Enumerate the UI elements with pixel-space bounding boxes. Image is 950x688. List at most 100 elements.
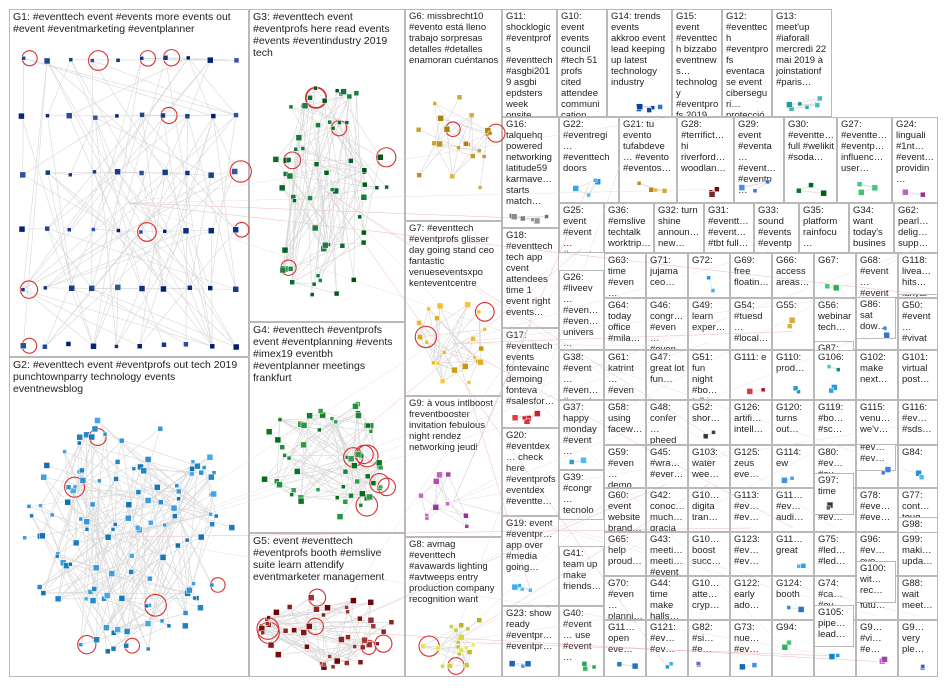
group-box-g107[interactable]: G10… boost succ… [688,532,730,576]
group-box-g112[interactable]: G11… #ev… audi… [772,488,814,532]
group-box-g32[interactable]: G32: turn shine announ… new… [654,203,704,253]
group-box-g52[interactable]: G52: shor… [688,400,730,445]
group-box-g23[interactable]: G23: show ready #eventpr… #eventpr… [502,606,559,677]
group-box-g71[interactable]: G71: jujama ceo… [646,253,688,298]
group-box-g13[interactable]: G13: meet'up #iaforall mercredi 22 mai 2… [772,9,832,117]
group-box-g59[interactable]: G59: #even… demo #bran… [604,445,646,488]
group-box-g118[interactable]: G118: livea… hits… [898,253,938,295]
group-box-g121[interactable]: G121: #ev… #ev… [646,620,688,677]
group-box-g45[interactable]: G45: #wra… #ever… … [646,445,688,488]
group-box-g61[interactable]: G61: katrint… #even… [604,350,646,400]
group-box-g86[interactable]: G86: sat dow… [856,297,896,339]
group-box-g68[interactable]: G68: #event… #event… [856,253,898,298]
group-box-g104[interactable]: G10… digita tran… [688,488,730,532]
group-box-g14[interactable]: G14: trends events akkroo event lead kee… [607,9,672,117]
group-box-g5[interactable]: G5: event #eventtech #eventprofs booth #… [249,533,405,677]
group-box-g35[interactable]: G35: platform rainfocu… many… [799,203,849,253]
group-box-g29[interactable]: G29: event #eventa… #event… #eventp… [734,117,784,203]
group-box-g46[interactable]: G46: congr… #even… #even… [646,298,688,350]
group-box-g49[interactable]: G49: learn exper… [688,298,730,350]
group-box-g109[interactable]: G11… open eve… [604,620,646,677]
group-box-g15[interactable]: G15: event #eventtech bizzabo eventnews…… [672,9,722,117]
group-box-g66[interactable]: G66: access areas… [772,253,814,298]
group-box-g28[interactable]: G28: #terrifict… hi riverford… woodlan… [677,117,734,203]
group-box-g110[interactable]: G110: prod… [772,350,814,400]
group-box-g105[interactable]: G105: pipe… lead… [814,605,854,647]
group-box-g25[interactable]: G25: event #event… #event… [559,203,604,253]
group-box-g120[interactable]: G120: turns out… [772,400,814,445]
group-box-g69[interactable]: G69: free floatin… [730,253,772,298]
group-box-g51[interactable]: G51: fun night #bo… talki… [688,350,730,400]
group-box-g6[interactable]: G6: missbrecht10 #evento está lleno trab… [405,9,502,221]
group-box-g1[interactable]: G1: #eventtech event #events more events… [9,9,249,357]
group-box-g99[interactable]: G99: maki… upda… [898,532,938,576]
group-box-g54[interactable]: G54: #tuesd… #local… [730,298,772,350]
group-box-g38[interactable]: G38: #event… #even… #event… [559,350,604,400]
group-box-g106[interactable]: G106: [814,350,856,400]
group-box-g34[interactable]: G34: want today's busines… [849,203,894,253]
group-box-g102[interactable]: G102: make next… [856,350,898,400]
group-box-g7[interactable]: G7: #eventtech #eventprofs glisser day g… [405,221,502,396]
group-box-g123[interactable]: G123: #ev… #ev… [730,532,772,576]
group-box-g43[interactable]: G43: meeti… meeti… #event… [646,532,688,576]
group-box-g11[interactable]: G11: shocklogic #eventprofs #eventtech #… [502,9,557,117]
group-box-g82[interactable]: G82: #si… #e… [688,620,730,677]
group-box-g33[interactable]: G33: sound #events #eventp… [754,203,799,253]
group-box-g48[interactable]: G48: confer… pheed… live… [646,400,688,445]
group-box-g124[interactable]: G124: booth [772,576,814,620]
group-box-g100[interactable]: G100: wit… rec… [856,561,896,603]
group-box-g19[interactable]: G19: event #eventpr… app over #media goi… [502,516,559,606]
group-box-g55[interactable]: G55: [772,298,814,350]
group-box-g36[interactable]: G36: #emslive techtalk worktrip… [604,203,654,253]
group-box-g22[interactable]: G22: #eventregi… #eventtech doors [559,117,619,203]
group-box-g8[interactable]: G8: avmag #eventtech #avawards lighting … [405,537,502,677]
group-box-g41[interactable]: G41: team up make friends… [559,546,604,606]
group-box-g12[interactable]: G12: #eventtech #eventprofs eventacase e… [722,9,772,117]
group-box-g63[interactable]: G63: time #even… #even… [604,253,646,298]
group-box-g21[interactable]: G21: tu evento tufabdeve… #evento #event… [619,117,677,203]
group-box-g17[interactable]: G17: #eventtech events fontevainc demoin… [502,328,559,428]
group-box-g94[interactable]: G94: [772,620,814,677]
group-box-g62[interactable]: G62: pearl… delig… supp… [894,203,938,253]
group-box-g42[interactable]: G42: conoc… much… gracia… … [646,488,688,532]
group-box-g16[interactable]: G16: talquehq powered networking latitud… [502,117,559,228]
group-box-g88[interactable]: G88: wait meet… [898,576,938,620]
group-box-g26[interactable]: G26: #liveev… #even… #even… univers… gre… [559,270,604,350]
group-box-g117[interactable]: G11… great [772,532,814,576]
group-box-g10[interactable]: G10: event events council #tech 51 profs… [557,9,607,117]
group-box-g65[interactable]: G65: help proud… [604,532,646,576]
group-box-g97[interactable]: G97: time [814,473,854,515]
group-box-g24[interactable]: G24: linguali #1nt… #event… providin… [892,117,938,203]
group-box-g113[interactable]: G113: #ev… #ev… [730,488,772,532]
group-box-g20[interactable]: G20: #eventdex… check here #eventprofs e… [502,428,559,516]
group-box-g75[interactable]: G75: #led… #led… [814,532,856,576]
group-box-g31[interactable]: G31: #eventt… #event… #tbt full… [704,203,754,253]
group-box-g115[interactable]: G115: venu… we'v… [856,400,898,445]
group-box-g47[interactable]: G47: great lot fun… [646,350,688,400]
group-box-g37[interactable]: G37: happy monday #event… [559,400,604,470]
group-box-g114[interactable]: G114: ew [772,445,814,488]
group-box-g90[interactable]: G9… #vi… #e… [856,620,898,677]
group-box-g122[interactable]: G122: early ado… [730,576,772,620]
group-box-g27[interactable]: G27: #eventte… #eventp… influenc… user… [837,117,892,203]
group-box-g18[interactable]: G18: #eventtech tech app cvent attendees… [502,228,559,328]
group-box-g44[interactable]: G44: time make halls… [646,576,688,620]
group-box-g101[interactable]: G101: virtual post… [898,350,938,400]
group-box-g30[interactable]: G30: #eventte… full #welikit #soda… [784,117,837,203]
group-box-g73[interactable]: G73: nue… #ev… [730,620,772,677]
group-box-g72[interactable]: G72: [688,253,730,298]
group-box-g64[interactable]: G64: today office #mila… [604,298,646,350]
group-box-g50[interactable]: G50: #event… #vivat… [898,298,938,350]
group-box-g126[interactable]: G126: artifi… intell… [730,400,772,445]
group-box-g125[interactable]: G125: zeus eve… [730,445,772,488]
group-box-g2[interactable]: G2: #eventtech event #eventprofs out tec… [9,357,249,677]
group-box-g119[interactable]: G119: #bo… #sc… [814,400,856,445]
group-box-g111[interactable]: G111: e [730,350,772,400]
group-box-g9[interactable]: G9: à vous intlboost freventbooster invi… [405,396,502,537]
group-box-g4[interactable]: G4: #eventtech #eventprofs event #eventp… [249,322,405,533]
group-box-g70[interactable]: G70: #even… planni… sever… [604,576,646,620]
group-box-g3[interactable]: G3: #eventtech event #eventprofs here re… [249,9,405,322]
group-box-g78[interactable]: G78: #eve… #eve… [856,488,898,532]
group-box-g116[interactable]: G116: #ev… #sds… [898,400,938,445]
group-box-g91[interactable]: G9… very ple… [898,620,938,677]
